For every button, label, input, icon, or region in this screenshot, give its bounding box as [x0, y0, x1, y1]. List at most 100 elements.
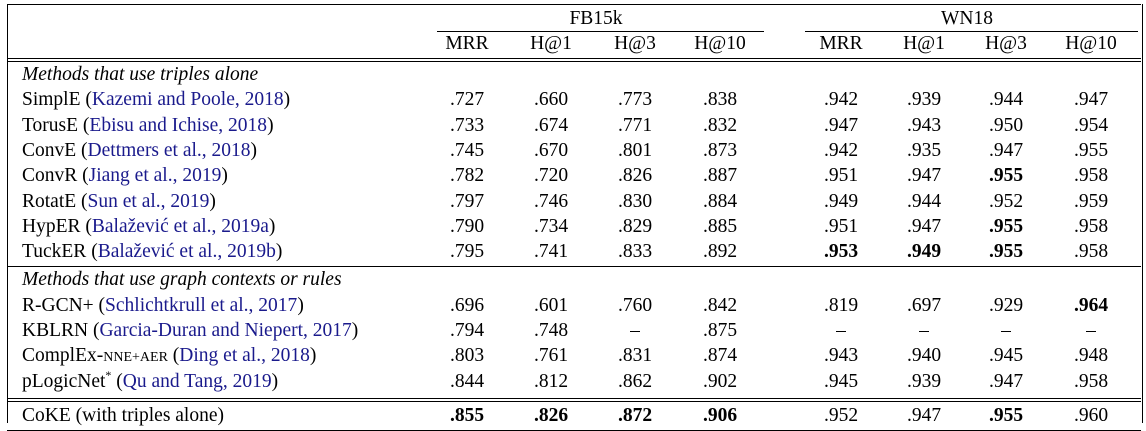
table-cell: .944 [971, 88, 1041, 112]
table-cell: .959 [1056, 190, 1126, 214]
table-cell: .929 [971, 294, 1041, 318]
table-cell: .947 [889, 404, 959, 428]
table-cell: .773 [600, 88, 670, 112]
section-title: Methods that use graph contexts or rules [22, 268, 342, 292]
table-cell: .885 [685, 215, 755, 239]
table-cell: .953 [806, 240, 876, 264]
table-cell: .844 [432, 370, 502, 394]
method-label: HypER [22, 216, 81, 237]
header-rule [7, 58, 1141, 59]
citation-link: Qu and Tang, 2019 [123, 371, 272, 392]
table-cell: .697 [889, 294, 959, 318]
header-rule-double [7, 61, 1141, 62]
table-cell: .906 [685, 404, 755, 428]
table-cell: .812 [516, 370, 586, 394]
table-cell: .771 [600, 114, 670, 138]
table-cell: .803 [432, 344, 502, 368]
table-cell: .947 [889, 215, 959, 239]
section-rule [7, 266, 1141, 267]
table-cell: .955 [971, 404, 1041, 428]
method-label: pLogicNet [22, 371, 105, 392]
citation-link: Sun et al., 2019 [88, 191, 210, 212]
citation-link: Schlichtkrull et al., 2017 [105, 295, 297, 316]
table-cell: .782 [432, 164, 502, 188]
table-cell: .955 [971, 164, 1041, 188]
table-cell: .942 [806, 139, 876, 163]
table-cell: .958 [1056, 164, 1126, 188]
method-label: TuckER [22, 241, 86, 262]
table-cell: .958 [1056, 215, 1126, 239]
method-label: ConvE [22, 140, 76, 161]
metric-header: H@3 [971, 32, 1041, 56]
table-cell: .944 [889, 190, 959, 214]
table-cell: .720 [516, 164, 586, 188]
table-cell: .746 [516, 190, 586, 214]
table-cell: .952 [971, 190, 1041, 214]
table-cell: .745 [432, 139, 502, 163]
table-cell: .943 [889, 114, 959, 138]
metric-header: H@3 [600, 32, 670, 56]
metric-header: H@10 [685, 32, 755, 56]
method-name: CoKE (with triples alone) [22, 404, 224, 428]
table-cell: .874 [685, 344, 755, 368]
method-label: ComplEx- [22, 345, 103, 366]
table-cell: – [806, 319, 876, 343]
table-cell: .832 [685, 114, 755, 138]
table-cell: .964 [1056, 294, 1126, 318]
table-cell: .741 [516, 240, 586, 264]
citation-link: Ding et al., 2018 [179, 345, 310, 366]
table-cell: .945 [971, 344, 1041, 368]
table-cell: .955 [971, 215, 1041, 239]
table-cell: .838 [685, 88, 755, 112]
metric-header: MRR [806, 32, 876, 56]
citation-link: Kazemi and Poole, 2018 [92, 89, 284, 110]
table-cell: .960 [1056, 404, 1126, 428]
table-cell: .670 [516, 139, 586, 163]
table-cell: .790 [432, 215, 502, 239]
table-cell: .954 [1056, 114, 1126, 138]
metric-header: H@10 [1056, 32, 1126, 56]
table-cell: .826 [516, 404, 586, 428]
table-cell: .947 [889, 164, 959, 188]
table-cell: .872 [600, 404, 670, 428]
table-cell: .952 [806, 404, 876, 428]
table-cell: – [971, 319, 1041, 343]
metric-header: MRR [432, 32, 502, 56]
method-name: pLogicNet* (Qu and Tang, 2019) [22, 370, 278, 394]
table-cell: .949 [889, 240, 959, 264]
citation-link: Dettmers et al., 2018 [88, 140, 251, 161]
table-cell: .842 [685, 294, 755, 318]
table-cell: .797 [432, 190, 502, 214]
table-cell: .951 [806, 164, 876, 188]
table-cell: .958 [1056, 240, 1126, 264]
method-name: TuckER (Balažević et al., 2019b) [22, 240, 282, 264]
method-name: ComplEx-NNE+AER (Ding et al., 2018) [22, 344, 316, 370]
table-cell: .855 [432, 404, 502, 428]
citation-link: Balažević et al., 2019b [98, 241, 276, 262]
method-name: KBLRN (Garcia-Duran and Niepert, 2017) [22, 319, 358, 343]
metric-header: H@1 [889, 32, 959, 56]
table-cell: .794 [432, 319, 502, 343]
citation-link: Balažević et al., 2019a [92, 216, 269, 237]
table-cell: .947 [806, 114, 876, 138]
table-cell: .760 [600, 294, 670, 318]
table-cell: .947 [971, 139, 1041, 163]
method-name: HypER (Balažević et al., 2019a) [22, 215, 275, 239]
citation-link: Ebisu and Ichise, 2018 [89, 115, 267, 136]
table-cell: .801 [600, 139, 670, 163]
method-suffix: NNE+AER [103, 350, 168, 365]
method-name: TorusE (Ebisu and Ichise, 2018) [22, 114, 274, 138]
citation-link: Jiang et al., 2019 [89, 165, 222, 186]
table-cell: .887 [685, 164, 755, 188]
table-cell: .733 [432, 114, 502, 138]
group-header-wn18: WN18 [807, 7, 1127, 31]
table-cell: – [889, 319, 959, 343]
table-cell: .955 [971, 240, 1041, 264]
method-superscript: * [105, 368, 111, 382]
table-cell: – [600, 319, 670, 343]
table-cell: .873 [685, 139, 755, 163]
table-cell: .942 [806, 88, 876, 112]
table-cell: .935 [889, 139, 959, 163]
section-title: Methods that use triples alone [22, 63, 258, 87]
method-label: SimplE [22, 89, 81, 110]
